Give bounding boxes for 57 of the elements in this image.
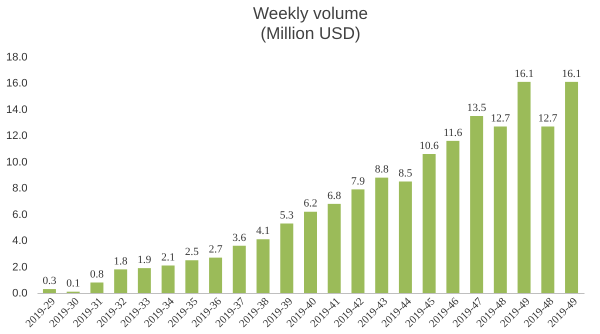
y-tick-label: 4.0 — [12, 235, 28, 248]
data-label: 12.7 — [538, 112, 558, 124]
data-label: 6.8 — [327, 190, 342, 202]
y-tick-label: 8.0 — [12, 182, 28, 195]
bar — [422, 154, 436, 293]
data-label: 5.3 — [280, 210, 294, 222]
y-tick-label: 2.0 — [12, 261, 28, 274]
bar — [470, 116, 484, 293]
data-label: 2.1 — [161, 251, 175, 264]
bar — [304, 212, 317, 293]
y-tick-label: 18.0 — [6, 52, 28, 64]
data-label: 7.9 — [351, 175, 366, 188]
data-label: 1.9 — [138, 254, 152, 266]
bar — [565, 82, 578, 293]
bar — [232, 246, 246, 293]
data-label: 10.6 — [420, 140, 440, 152]
data-label: 1.8 — [114, 255, 128, 268]
bar — [328, 204, 341, 293]
data-label: 0.8 — [90, 268, 104, 281]
chart-subtitle: (Million USD) — [260, 24, 361, 43]
data-label: 8.8 — [374, 164, 390, 176]
data-label: 2.7 — [208, 244, 223, 256]
data-label: 11.6 — [443, 126, 463, 139]
y-tick-label: 0.0 — [12, 288, 28, 300]
bar — [280, 224, 294, 293]
bar — [90, 282, 104, 293]
bar — [398, 182, 412, 293]
data-label: 0.3 — [42, 275, 57, 288]
bar — [541, 126, 554, 293]
data-label: 4.1 — [256, 225, 270, 238]
data-label: 0.1 — [66, 278, 80, 290]
bar — [209, 258, 222, 293]
data-label: 3.6 — [232, 232, 247, 244]
bar — [494, 126, 507, 293]
data-label: 16.1 — [562, 68, 582, 80]
data-label: 6.2 — [304, 198, 318, 210]
bar — [446, 140, 460, 293]
bar — [138, 268, 151, 293]
data-label: 13.5 — [466, 102, 487, 114]
bar — [42, 289, 56, 293]
bar — [162, 265, 175, 293]
bar — [185, 260, 198, 293]
y-tick-label: 16.0 — [6, 78, 28, 90]
y-tick-label: 14.0 — [6, 104, 28, 116]
bar — [375, 178, 388, 293]
y-tick-label: 12.0 — [6, 130, 28, 142]
bar — [351, 189, 364, 293]
bar — [518, 82, 531, 293]
data-label: 12.7 — [490, 112, 510, 124]
bar — [114, 269, 128, 293]
data-label: 8.5 — [398, 168, 413, 180]
y-tick-label: 10.0 — [6, 156, 28, 168]
bar — [256, 239, 270, 293]
data-label: 2.5 — [184, 246, 200, 258]
y-tick-label: 6.0 — [12, 208, 28, 221]
data-label: 16.1 — [514, 68, 534, 80]
chart-title: Weekly volume — [253, 4, 368, 23]
